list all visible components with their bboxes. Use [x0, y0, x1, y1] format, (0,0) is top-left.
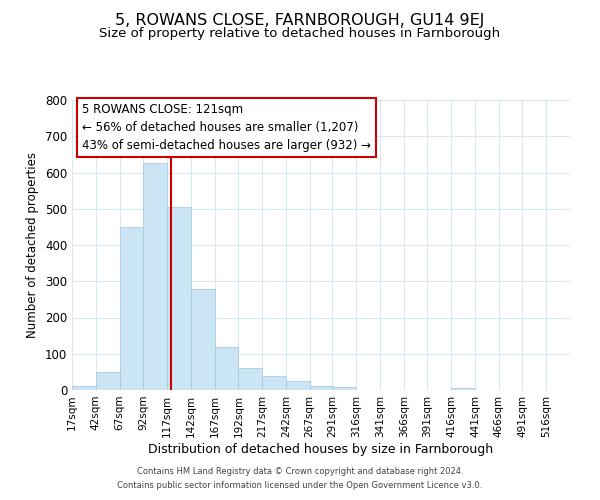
Bar	[143, 164, 167, 390]
Bar	[262, 376, 286, 390]
Bar	[215, 347, 238, 390]
Bar	[191, 288, 215, 390]
Bar	[310, 386, 334, 390]
Bar	[167, 207, 191, 390]
Text: 5 ROWANS CLOSE: 121sqm
← 56% of detached houses are smaller (1,207)
43% of semi-: 5 ROWANS CLOSE: 121sqm ← 56% of detached…	[82, 103, 371, 152]
X-axis label: Distribution of detached houses by size in Farnborough: Distribution of detached houses by size …	[148, 442, 494, 456]
Y-axis label: Number of detached properties: Number of detached properties	[26, 152, 40, 338]
Bar	[72, 386, 96, 390]
Bar	[451, 388, 475, 390]
Text: Contains HM Land Registry data © Crown copyright and database right 2024.: Contains HM Land Registry data © Crown c…	[137, 467, 463, 476]
Bar	[286, 381, 310, 390]
Bar	[238, 368, 262, 390]
Text: 5, ROWANS CLOSE, FARNBOROUGH, GU14 9EJ: 5, ROWANS CLOSE, FARNBOROUGH, GU14 9EJ	[115, 12, 485, 28]
Text: Size of property relative to detached houses in Farnborough: Size of property relative to detached ho…	[100, 28, 500, 40]
Bar	[96, 372, 119, 390]
Bar	[119, 227, 143, 390]
Text: Contains public sector information licensed under the Open Government Licence v3: Contains public sector information licen…	[118, 481, 482, 490]
Bar	[332, 387, 356, 390]
